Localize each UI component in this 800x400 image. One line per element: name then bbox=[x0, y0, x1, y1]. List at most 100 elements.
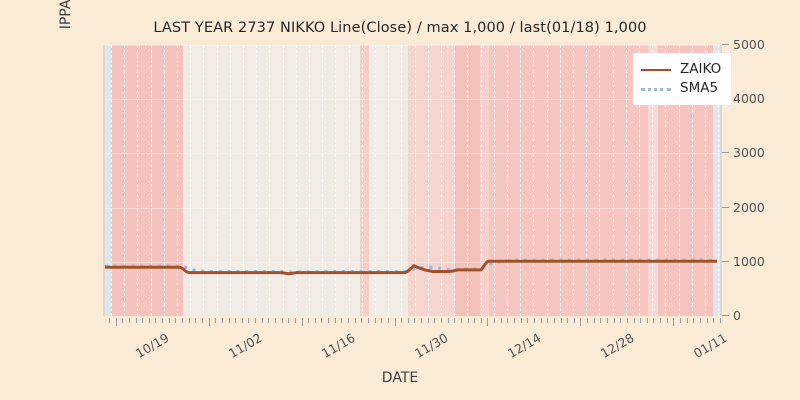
x-tick-mark-minor bbox=[646, 318, 648, 323]
y-tick-mark bbox=[722, 44, 729, 45]
x-tick-mark-minor bbox=[480, 318, 482, 323]
x-tick-mark-minor bbox=[567, 318, 569, 323]
y-tick-mark bbox=[722, 206, 729, 208]
vertical-gridline bbox=[137, 45, 139, 316]
x-tick-mark-minor bbox=[308, 318, 310, 323]
vertical-gridline bbox=[441, 45, 442, 316]
x-tick-mark-minor bbox=[553, 318, 555, 323]
vertical-gridline bbox=[599, 45, 601, 316]
x-tick-mark-minor bbox=[374, 318, 376, 323]
x-tick-mark-minor bbox=[348, 318, 350, 323]
legend-label-zaiko: ZAIKO bbox=[680, 61, 722, 77]
x-tick-mark-minor bbox=[494, 318, 496, 323]
x-tick-mark-minor bbox=[441, 318, 442, 323]
vertical-gridline bbox=[348, 45, 350, 316]
x-tick-mark-minor bbox=[221, 318, 223, 323]
y-axis-label-wrapper: IPPAN ZAIKO (volume) bbox=[58, 0, 86, 316]
y-tick-label: 1000 bbox=[722, 254, 765, 269]
x-axis-label: DATE bbox=[381, 370, 419, 386]
horizontal-gridline bbox=[105, 99, 720, 101]
x-tick-mark-minor bbox=[427, 318, 429, 323]
x-tick-mark-minor bbox=[533, 318, 535, 323]
x-axis-ticks bbox=[105, 318, 721, 326]
x-tick-mark-major bbox=[487, 318, 489, 326]
highlight-band-3 bbox=[360, 45, 369, 316]
x-tick-mark-minor bbox=[175, 318, 177, 323]
legend-label-sma5: SMA5 bbox=[680, 80, 719, 96]
x-tick-mark-major bbox=[115, 318, 117, 326]
x-tick-mark-minor bbox=[613, 318, 615, 323]
axis-spine-right bbox=[720, 45, 722, 316]
x-tick-mark-minor bbox=[600, 318, 602, 323]
y-tick-label: 0 bbox=[722, 308, 741, 323]
x-tick-mark-minor bbox=[699, 318, 701, 323]
x-tick-mark-minor bbox=[421, 318, 423, 323]
axis-spine-left bbox=[103, 45, 105, 316]
y-axis-label: IPPAN ZAIKO (volume) bbox=[54, 0, 78, 87]
x-tick-mark-minor bbox=[275, 318, 276, 323]
y-tick-mark bbox=[722, 152, 729, 154]
horizontal-gridline bbox=[105, 45, 720, 46]
y-tick-label: 5000 bbox=[722, 37, 765, 52]
legend-item-zaiko[interactable]: ZAIKO bbox=[641, 60, 721, 79]
vertical-gridline bbox=[573, 45, 574, 316]
x-tick-mark-minor bbox=[162, 318, 164, 323]
x-tick-mark-minor bbox=[514, 318, 516, 323]
vertical-gridline bbox=[124, 45, 126, 316]
x-tick-mark-minor bbox=[467, 318, 469, 323]
vertical-gridline bbox=[243, 45, 244, 316]
x-tick-mark-minor bbox=[653, 318, 655, 323]
vertical-gridline bbox=[480, 45, 482, 316]
x-tick-mark-minor bbox=[148, 318, 150, 323]
x-tick-mark-minor bbox=[248, 318, 250, 323]
vertical-gridline bbox=[467, 45, 469, 316]
vertical-gridline bbox=[427, 45, 429, 316]
x-tick-mark-minor bbox=[474, 318, 476, 323]
vertical-gridline bbox=[454, 45, 456, 316]
series-line-zaiko bbox=[105, 259, 717, 276]
x-tick-mark-minor bbox=[255, 318, 257, 323]
y-tick-mark bbox=[722, 315, 729, 316]
x-tick-mark-minor bbox=[587, 318, 589, 323]
x-tick-mark-minor bbox=[527, 318, 529, 323]
x-tick-mark-minor bbox=[434, 318, 436, 323]
x-tick-label: 12/14 bbox=[504, 330, 544, 362]
x-tick-mark-minor bbox=[268, 318, 270, 323]
x-tick-label: 01/11 bbox=[690, 330, 730, 362]
x-tick-mark-minor bbox=[626, 318, 628, 323]
x-tick-label: 10/19 bbox=[132, 330, 172, 362]
chart-legend[interactable]: ZAIKO SMA5 bbox=[633, 53, 732, 105]
x-tick-mark-minor bbox=[354, 318, 356, 323]
x-tick-mark-major bbox=[301, 318, 303, 326]
x-tick-label: 11/16 bbox=[318, 330, 358, 362]
x-tick-label: 12/28 bbox=[597, 330, 637, 362]
x-tick-mark-minor bbox=[288, 318, 290, 323]
x-tick-mark-minor bbox=[686, 318, 688, 323]
vertical-gridline bbox=[111, 45, 112, 316]
vertical-gridline bbox=[375, 45, 376, 316]
x-tick-mark-minor bbox=[387, 318, 389, 323]
vertical-gridline bbox=[586, 45, 588, 316]
x-tick-mark-minor bbox=[401, 318, 403, 323]
x-tick-mark-minor bbox=[507, 318, 509, 323]
x-tick-mark-minor bbox=[500, 318, 502, 323]
legend-item-sma5[interactable]: SMA5 bbox=[641, 79, 721, 98]
vertical-gridline bbox=[678, 45, 680, 316]
x-tick-mark-minor bbox=[640, 318, 642, 323]
x-tick-mark-minor bbox=[361, 318, 363, 323]
y-axis-ticks: 0 1000 2000 3000 4000 5000 bbox=[722, 37, 800, 325]
vertical-gridline bbox=[652, 45, 654, 316]
vertical-gridline bbox=[705, 45, 706, 316]
vertical-gridline bbox=[639, 45, 640, 316]
x-tick-mark-minor bbox=[195, 318, 197, 323]
vertical-gridline bbox=[335, 45, 337, 316]
vertical-gridline bbox=[150, 45, 152, 316]
x-tick-mark-major bbox=[673, 318, 675, 326]
horizontal-gridline bbox=[105, 153, 720, 155]
x-tick-mark-minor bbox=[407, 318, 409, 323]
x-tick-mark-minor bbox=[460, 318, 462, 323]
x-tick-mark-minor bbox=[321, 318, 323, 323]
x-tick-mark-minor bbox=[109, 318, 110, 323]
vertical-gridline bbox=[533, 45, 535, 316]
x-tick-mark-minor bbox=[547, 318, 549, 323]
